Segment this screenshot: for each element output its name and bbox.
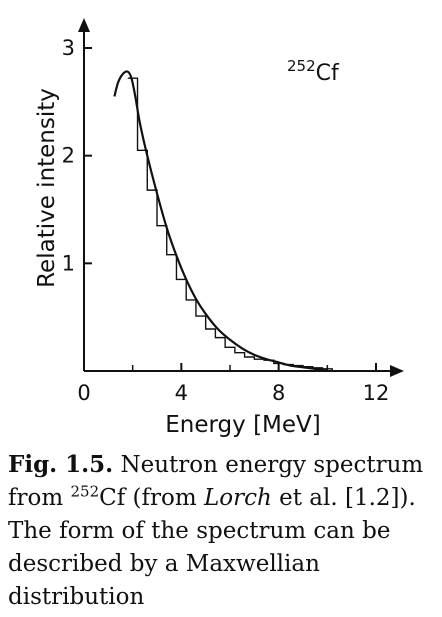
caption-text-2: (from bbox=[125, 485, 205, 511]
y-axis-label: Relative intensity bbox=[34, 88, 60, 288]
x-tick-label: 4 bbox=[175, 381, 188, 405]
y-tick-label: 3 bbox=[62, 36, 75, 60]
figure-caption: Fig. 1.5. Neutron energy spectrum from 2… bbox=[8, 448, 436, 614]
maxwellian-curve bbox=[113, 70, 328, 372]
x-axis-label: Energy [MeV] bbox=[165, 412, 321, 438]
x-tick-label: 12 bbox=[363, 381, 390, 405]
figure-label: Fig. 1.5. bbox=[8, 451, 114, 478]
figure: 0 4 8 12 1 2 3 Energy [MeV] Relative intensity… bbox=[34, 18, 404, 438]
isotope-annotation: 252Cf bbox=[287, 57, 340, 86]
caption-isotope-mass: 252 bbox=[70, 482, 100, 501]
isotope-mass: 252 bbox=[287, 57, 316, 75]
series bbox=[113, 70, 333, 372]
histogram-series bbox=[127, 77, 333, 371]
caption-author: Lorch bbox=[204, 485, 272, 511]
axes bbox=[78, 18, 404, 377]
x-tick-label: 0 bbox=[77, 381, 90, 405]
y-tick-label: 1 bbox=[62, 251, 75, 275]
y-tick-label: 2 bbox=[62, 144, 75, 168]
y-axis-arrow bbox=[78, 18, 90, 32]
isotope-element: Cf bbox=[316, 61, 340, 86]
x-tick-label: 8 bbox=[272, 381, 285, 405]
caption-text-3: et al. [1.2]). The form of the spectrum … bbox=[8, 485, 416, 610]
caption-isotope-element: Cf bbox=[99, 485, 126, 511]
caption-text-1: Neutron energy spectrum from bbox=[8, 452, 424, 511]
x-axis-arrow bbox=[390, 365, 404, 377]
